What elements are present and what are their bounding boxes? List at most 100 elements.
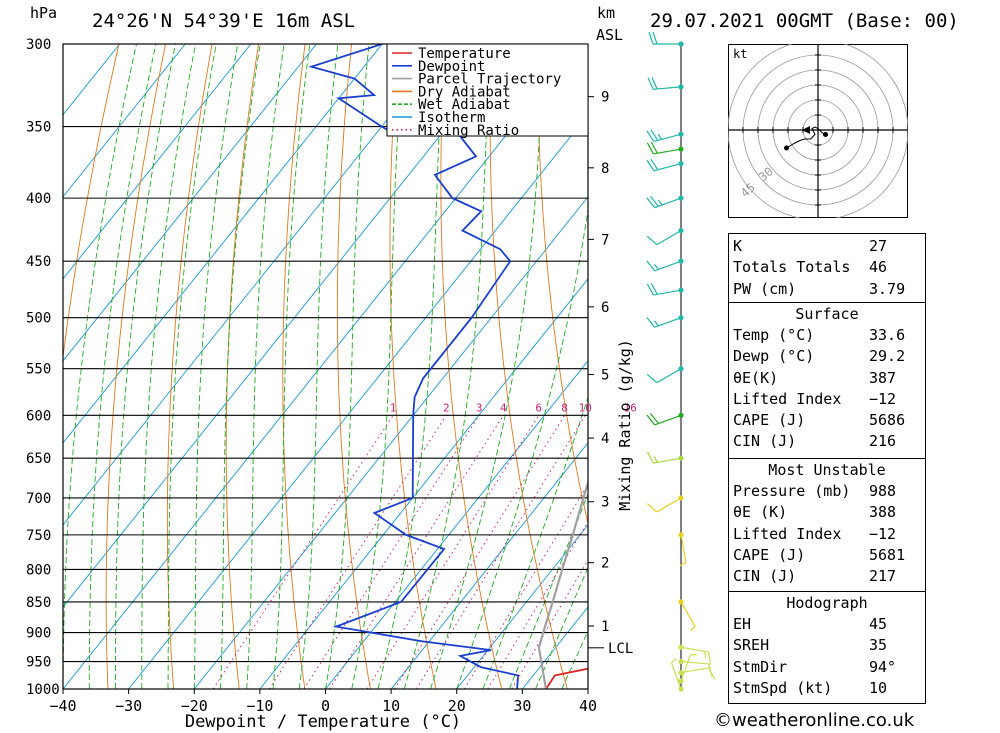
wind-barb: [646, 129, 684, 143]
index-row: Dewp (°C) 29.2: [729, 346, 925, 367]
index-value: −12: [869, 389, 897, 408]
wet-adiabat-line: [246, 44, 285, 689]
index-row: Totals Totals 46: [729, 257, 925, 278]
mixing-ratio-line: [303, 415, 480, 689]
km-tick-label: 5: [601, 368, 609, 384]
index-value: 94°: [869, 657, 897, 676]
index-value: 29.2: [869, 347, 906, 366]
index-value: 33.6: [869, 326, 906, 344]
km-tick-label: 1: [601, 619, 609, 635]
wet-adiabat-line: [430, 44, 545, 689]
index-row: PW (cm) 3.79: [729, 279, 925, 300]
dry-adiabat-line: [336, 44, 371, 689]
index-row: Lifted Index −12: [729, 524, 925, 545]
index-name: θE(K): [733, 368, 779, 387]
index-name: Pressure (mb): [733, 482, 851, 500]
km-tick-label: 4: [601, 431, 609, 447]
isotherm-line: [63, 44, 120, 116]
index-row: θE (K) 388: [729, 502, 925, 523]
mixing-ratio-axis-label: Mixing Ratio (g/kg): [616, 339, 634, 511]
wind-barb: [646, 158, 684, 172]
temp-tick-label: −20: [181, 697, 208, 715]
pressure-tick-label: 450: [26, 254, 51, 270]
isotherm-line: [390, 442, 588, 689]
index-name: Totals Totals: [733, 258, 851, 277]
mixing-ratio-label: 6: [535, 401, 542, 414]
index-name: CAPE (J): [733, 545, 806, 564]
wind-barb: [678, 644, 712, 665]
index-row: θE(K) 387: [729, 368, 925, 389]
wind-barbs: [646, 31, 716, 692]
mixing-ratio-line: [268, 415, 447, 689]
index-name: CAPE (J): [733, 411, 806, 430]
index-value: 27: [869, 237, 888, 255]
index-value: 5686: [869, 411, 906, 430]
most-unstable-title: Most Unstable: [768, 461, 886, 479]
temp-tick-label: −10: [246, 697, 273, 715]
pressure-tick-label: 800: [26, 562, 51, 578]
legend-entry: Dewpoint: [418, 59, 485, 75]
wind-barb: [646, 195, 684, 209]
series-dewpoint: [308, 44, 520, 689]
index-value: 10: [869, 678, 888, 697]
pressure-tick-label: 950: [26, 655, 51, 671]
isotherm-line: [128, 114, 588, 689]
index-name: Temp (°C): [733, 326, 815, 344]
series-parcel-trajectory: [537, 478, 588, 689]
index-name: Dewp (°C): [733, 347, 815, 366]
wind-barb: [678, 653, 697, 684]
index-row: CAPE (J) 5681: [729, 545, 925, 566]
mixing-ratio-label: 4: [500, 401, 507, 414]
mixing-ratio-label: 1: [390, 401, 397, 414]
legend-box: [386, 43, 589, 137]
index-name: CIN (J): [733, 432, 797, 451]
wind-barb: [646, 495, 684, 513]
temp-tick-label: 0: [321, 697, 330, 715]
temp-tick-label: −40: [49, 697, 76, 715]
x-axis-label: Dewpoint / Temperature (°C): [185, 712, 461, 732]
isotherm-line: [456, 524, 588, 689]
mixing-ratio-label: 8: [561, 401, 568, 414]
valid-datetime: 29.07.2021 00GMT (Base: 00): [650, 10, 959, 32]
temp-tick-label: 20: [448, 697, 466, 715]
index-name: StmSpd (kt): [733, 678, 833, 697]
index-row: SREH 35: [729, 635, 925, 656]
wind-barb: [647, 77, 684, 90]
wind-barb: [646, 315, 684, 328]
legend-entry: Dry Adiabat: [418, 84, 511, 100]
most-unstable-box: Most Unstable Pressure (mb) 988 θE (K) 388 L…: [728, 459, 926, 592]
surface-title: Surface: [795, 305, 859, 323]
index-top-box: K 27 Totals Totals 46 PW (cm) 3.79: [728, 233, 926, 303]
index-name: K: [733, 237, 743, 255]
pressure-tick-label: 700: [26, 491, 51, 507]
wet-adiabat-line: [456, 206, 588, 689]
dry-adiabat-line: [282, 44, 306, 689]
pressure-tick-label: 550: [26, 362, 51, 378]
hodograph-end-dot: [784, 145, 789, 151]
hodograph-trace: [786, 126, 826, 149]
pressure-tick-label: 850: [26, 595, 51, 611]
index-row: StmSpd (kt) 10: [729, 678, 925, 699]
plot-frame: [62, 43, 589, 690]
km-tick-label: 9: [601, 90, 609, 106]
index-value: 46: [869, 258, 888, 277]
wind-barb: [646, 141, 684, 155]
index-value: 988: [869, 482, 897, 500]
isotherm-line: [63, 44, 186, 198]
lcl-label: LCL: [608, 641, 633, 657]
index-row: K 27: [729, 236, 925, 257]
hodograph-index-title: Hodograph: [786, 594, 868, 612]
index-value: 5681: [869, 545, 906, 564]
isotherm-line: [63, 44, 580, 689]
index-row: CAPE (J) 5686: [729, 410, 925, 431]
wet-adiabat-line: [88, 44, 157, 689]
wet-adiabat-line: [63, 44, 137, 689]
storm-motion-arrow: [802, 126, 810, 134]
index-name: CIN (J): [733, 567, 797, 586]
wind-barb: [678, 532, 687, 566]
isotherm-line: [63, 44, 514, 608]
pressure-tick-label: 650: [26, 451, 51, 467]
index-row: CIN (J) 216: [729, 431, 925, 452]
wind-barb: [648, 31, 684, 47]
